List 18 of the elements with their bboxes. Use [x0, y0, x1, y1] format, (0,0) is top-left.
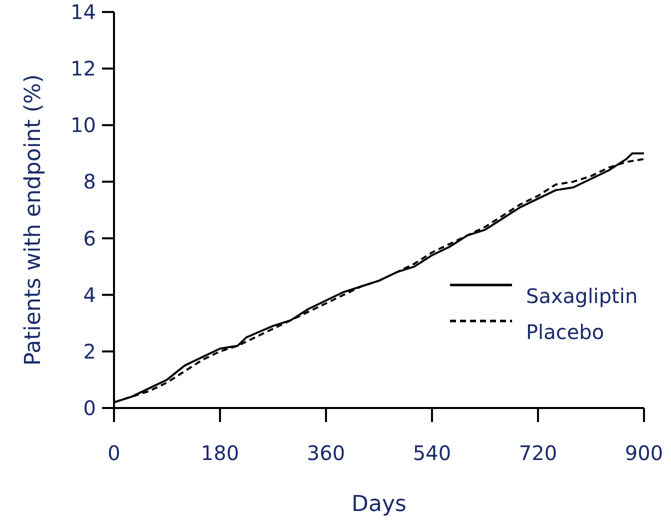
y-tick-label: 2 [83, 339, 96, 364]
y-tick-label: 0 [83, 396, 96, 420]
x-tick-label: 180 [200, 441, 240, 465]
y-tick-label: 6 [83, 226, 96, 250]
x-tick-label: 900 [624, 441, 664, 465]
legend-label: Placebo [526, 320, 604, 344]
legend-label: Saxagliptin [526, 284, 638, 308]
y-tick-label: 12 [70, 56, 96, 81]
x-tick-label: 540 [412, 441, 452, 465]
y-axis-title: Patients with endpoint (%) [21, 74, 46, 366]
x-axis-title: Days [352, 492, 406, 517]
x-tick-label: 0 [108, 441, 120, 465]
y-tick-label: 8 [83, 170, 96, 194]
x-tick-label: 360 [306, 441, 346, 465]
y-tick-label: 10 [70, 113, 96, 138]
y-tick-label: 14 [70, 0, 96, 24]
y-tick-label: 4 [83, 282, 96, 307]
x-tick-label: 720 [518, 441, 558, 465]
